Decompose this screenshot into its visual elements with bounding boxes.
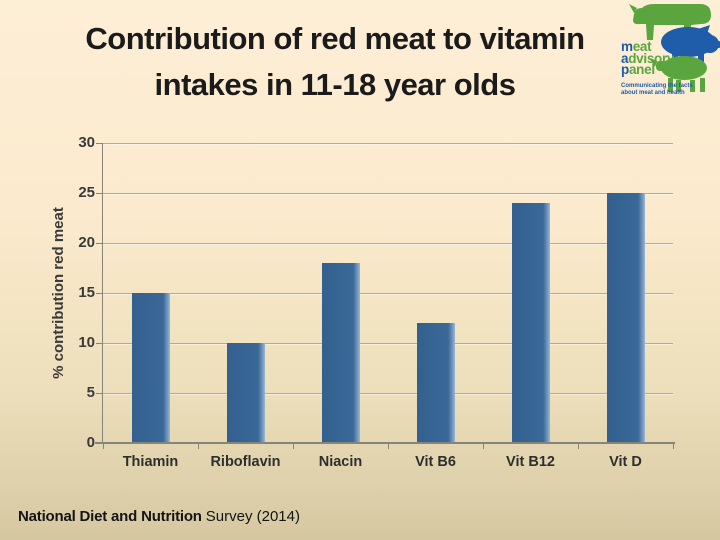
bar-vit-d — [606, 193, 645, 443]
logo-animals-icon — [629, 4, 720, 92]
y-axis-tick — [96, 292, 102, 294]
x-axis-tick — [577, 444, 579, 449]
x-axis-tick — [387, 444, 389, 449]
x-axis-label-vit-b6: Vit B6 — [415, 454, 456, 470]
x-axis-label-niacin: Niacin — [318, 454, 363, 470]
source-note: National Diet and Nutrition Survey (2014) — [18, 508, 300, 525]
gridline-30 — [103, 142, 673, 144]
gridline-10 — [103, 342, 673, 344]
x-axis-label-riboflavin: Riboflavin — [210, 454, 281, 470]
y-axis-tick — [96, 342, 102, 344]
x-axis-tick — [102, 444, 104, 449]
y-axis-tick — [96, 392, 102, 394]
bar-niacin — [321, 263, 360, 443]
y-axis-tick-label: 25 — [78, 184, 95, 201]
title-line-2: intakes in 11-18 year olds — [154, 67, 516, 102]
meat-advisory-panel-logo: meat advisory panel Communicating the fa… — [616, 0, 720, 112]
cow-icon — [629, 4, 711, 40]
y-axis-tick-label: 30 — [78, 134, 95, 151]
logo-tagline-line-2: about meat and health — [621, 90, 685, 96]
y-axis-tick-label: 5 — [86, 384, 95, 401]
y-axis-tick-label: 15 — [78, 284, 95, 301]
bar-vit-b6 — [416, 323, 455, 443]
gridline-25 — [103, 192, 673, 194]
y-axis-tick-label: 0 — [86, 434, 95, 451]
gridline-20 — [103, 242, 673, 244]
y-axis-tick-label: 20 — [78, 234, 95, 251]
x-axis-tick — [672, 444, 674, 449]
bar-thiamin — [131, 293, 170, 443]
x-axis-line — [95, 442, 675, 444]
bar-chart-plot-area: 0 5 10 15 20 25 30 Thiamin Riboflavin Niacin Vit B… — [78, 134, 675, 470]
gridline-15 — [103, 292, 673, 294]
x-axis-tick — [197, 444, 199, 449]
x-axis-label-thiamin: Thiamin — [122, 454, 179, 470]
logo-wordmark: meat advisory panel — [621, 39, 675, 77]
y-axis-tick-label: 10 — [78, 334, 95, 351]
y-axis-tick — [96, 242, 102, 244]
gridline-5 — [103, 392, 673, 394]
title-line-1: Contribution of red meat to vitamin — [85, 21, 585, 56]
x-axis-tick — [482, 444, 484, 449]
logo-word-panel: panel — [621, 62, 655, 77]
source-note-text: National Diet and Nutrition — [18, 508, 202, 525]
x-axis-tick — [292, 444, 294, 449]
x-axis-label-vit-d: Vit D — [609, 454, 642, 470]
logo-tagline-line-1: Communicating the facts — [621, 83, 693, 89]
y-axis-tick — [96, 142, 102, 144]
source-note-year: Survey (2014) — [205, 508, 300, 525]
x-axis-label-vit-b12: Vit B12 — [506, 454, 555, 470]
logo-word-advisory: advisory — [621, 50, 675, 66]
bar-riboflavin — [226, 343, 265, 443]
y-axis-tick — [96, 192, 102, 194]
sheep-icon — [649, 56, 707, 92]
logo-word-meat: meat — [621, 39, 652, 54]
y-axis-line — [102, 143, 103, 443]
logo-tagline: Communicating the facts about meat and h… — [621, 83, 693, 97]
slide-title: Contribution of red meat to vitamin inta… — [35, 16, 635, 108]
bar-vit-b12 — [511, 203, 550, 443]
